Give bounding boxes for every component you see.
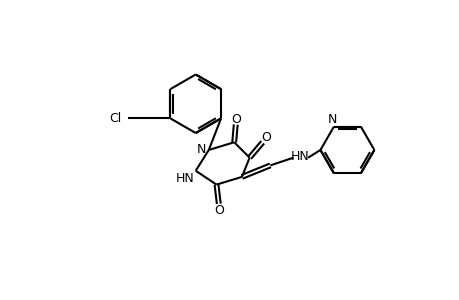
Text: N: N [196,143,205,156]
Text: O: O [230,113,240,126]
Text: O: O [213,203,223,217]
Text: Cl: Cl [109,112,122,125]
Text: N: N [327,113,336,126]
Text: O: O [260,131,270,144]
Text: HN: HN [175,172,194,185]
Text: HN: HN [291,150,309,163]
